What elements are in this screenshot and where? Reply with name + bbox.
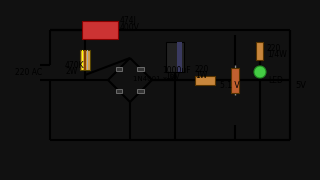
Text: 1N4001 x 4: 1N4001 x 4 <box>133 76 174 82</box>
Text: 5.1 V: 5.1 V <box>220 80 240 89</box>
Text: 470K: 470K <box>65 60 84 69</box>
Text: 220: 220 <box>195 64 209 73</box>
Text: 400V: 400V <box>120 22 140 32</box>
Text: 16V: 16V <box>165 71 180 80</box>
Bar <box>87 50 88 70</box>
Text: 220 AC: 220 AC <box>15 68 42 76</box>
Bar <box>166 42 184 72</box>
Bar <box>84 50 86 70</box>
Text: LED: LED <box>268 75 283 84</box>
Bar <box>257 42 263 60</box>
Bar <box>138 67 145 71</box>
Bar <box>195 75 215 84</box>
Bar <box>80 50 90 70</box>
Bar <box>116 67 123 71</box>
Bar <box>82 50 83 70</box>
Bar <box>178 42 182 72</box>
Text: 5V: 5V <box>295 80 306 89</box>
Ellipse shape <box>254 66 266 78</box>
Text: 2W: 2W <box>65 66 77 75</box>
Bar <box>138 89 145 93</box>
Text: 474J: 474J <box>120 15 137 24</box>
Text: 1W: 1W <box>195 71 207 80</box>
Text: 1000uF: 1000uF <box>162 66 191 75</box>
Bar <box>116 89 123 93</box>
Text: 220: 220 <box>267 44 281 53</box>
Bar <box>82 21 118 39</box>
Bar <box>231 68 239 93</box>
Text: 1/4W: 1/4W <box>267 50 287 59</box>
